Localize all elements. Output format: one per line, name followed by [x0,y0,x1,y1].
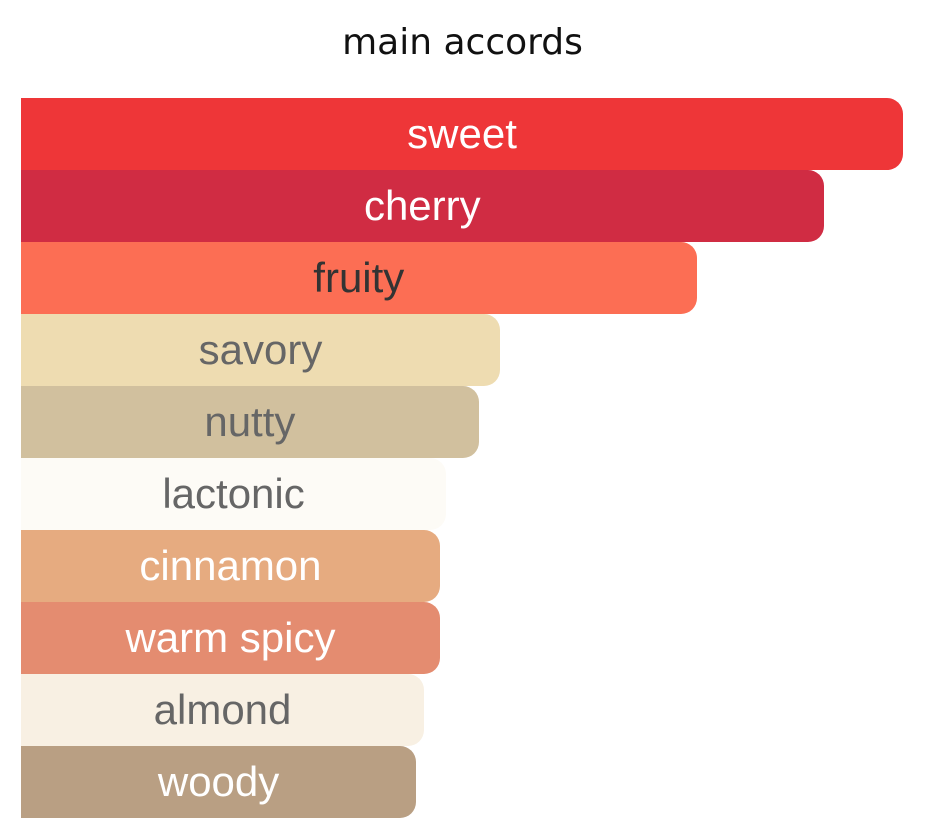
bar-label: fruity [313,254,405,301]
bar-label: sweet [407,110,517,157]
bar-label: lactonic [162,470,305,517]
bar-label: cherry [363,182,481,229]
bar-warm-spicy: warm spicy [21,602,440,674]
bar-label: warm spicy [125,614,336,661]
bar-label: nutty [204,398,296,445]
bar-label: cinnamon [139,542,322,589]
bar-lactonic: lactonic [21,458,447,530]
bar-sweet: sweet [21,98,903,170]
bar-cherry: cherry [21,170,824,242]
bar-label: savory [198,326,323,373]
bar-fruity: fruity [21,242,697,314]
bar-cinnamon: cinnamon [21,530,440,602]
bar-savory: savory [21,314,500,386]
bar-woody: woody [21,746,417,818]
bar-nutty: nutty [21,386,479,458]
bar-label: almond [153,686,292,733]
bar-almond: almond [21,674,425,746]
chart-title: main accords [342,22,583,63]
bar-label: woody [157,758,280,805]
